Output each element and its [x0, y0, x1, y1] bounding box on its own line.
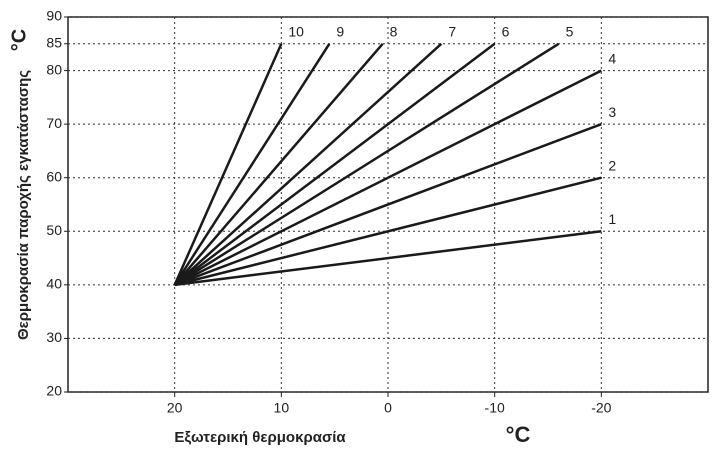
heating-curve — [173, 43, 283, 286]
y-tick-label: 85 — [46, 34, 62, 50]
heating-curve — [173, 43, 331, 286]
x-tick-label: 0 — [384, 400, 392, 416]
curve-label: 6 — [502, 23, 510, 39]
curve-label: 3 — [608, 104, 616, 120]
x-axis-label: Εξωτερική θερμοκρασία — [174, 429, 346, 446]
heating-curve — [174, 69, 602, 286]
x-tick-label: 20 — [167, 400, 183, 416]
heating-curve — [173, 42, 443, 286]
y-tick-label: 70 — [46, 115, 62, 131]
y-tick-label: 60 — [46, 168, 62, 184]
heating-curve — [173, 42, 496, 286]
x-tick-label: -20 — [591, 400, 611, 416]
curve-label: 2 — [608, 157, 616, 173]
curve-label: 1 — [608, 211, 616, 227]
y-tick-label: 30 — [46, 329, 62, 345]
heating-curve — [174, 230, 602, 287]
curve-label: 10 — [288, 23, 304, 39]
y-axis-label: Θερμοκρασία παροχής εγκατάστασης — [15, 70, 32, 340]
curve-label: 5 — [566, 23, 574, 39]
heating-curve — [174, 122, 602, 287]
curve-label: 7 — [448, 23, 456, 39]
y-tick-label: 20 — [46, 383, 62, 399]
y-tick-label: 50 — [46, 222, 62, 238]
curve-label: 4 — [608, 50, 616, 66]
heating-curve — [173, 42, 384, 286]
y-tick-label: 90 — [46, 8, 62, 24]
y-tick-label: 80 — [46, 61, 62, 77]
curve-label: 9 — [336, 23, 344, 39]
x-tick-label: 10 — [274, 400, 290, 416]
x-tick-label: -10 — [485, 400, 505, 416]
y-tick-label: 40 — [46, 276, 62, 292]
heating-curve — [174, 176, 602, 287]
y-unit: °C — [8, 29, 30, 51]
curve-label: 8 — [390, 23, 398, 39]
x-unit: °C — [506, 422, 531, 447]
heating-curve — [174, 42, 560, 286]
